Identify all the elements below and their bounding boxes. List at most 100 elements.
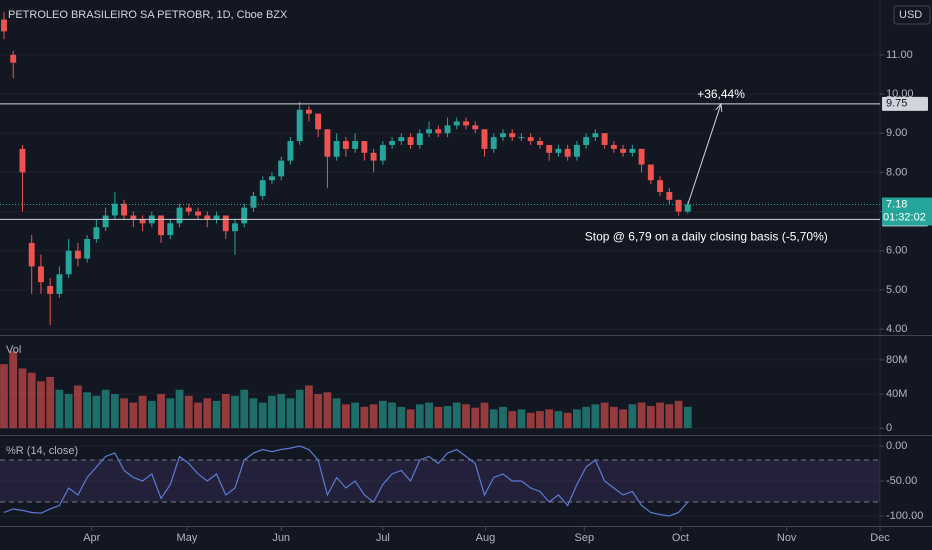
volume-bar xyxy=(665,404,674,429)
volume-bar xyxy=(619,409,627,429)
candle-body xyxy=(509,133,516,138)
candle-body xyxy=(610,144,617,149)
volume-bar xyxy=(268,395,276,429)
y-tick-label: 5.00 xyxy=(886,284,907,296)
candle-body xyxy=(342,141,349,149)
candle-body xyxy=(278,160,285,177)
candle-body xyxy=(259,180,266,196)
candle-body xyxy=(555,148,562,153)
volume-bar xyxy=(526,412,535,429)
volume-bar xyxy=(166,398,175,429)
chart-layer: 11.0010.009.008.007.006.005.004.0080M40M… xyxy=(0,5,932,544)
volume-bar xyxy=(194,402,202,429)
candle-body xyxy=(176,207,183,224)
candle-body xyxy=(379,144,386,161)
currency-box xyxy=(893,5,931,25)
candle-body xyxy=(407,137,414,145)
candle-body xyxy=(305,109,312,114)
candle-body xyxy=(10,54,17,63)
x-tick-label: Apr xyxy=(83,532,100,544)
x-tick-label: Nov xyxy=(777,532,797,544)
candle-body xyxy=(398,137,405,142)
volume-bar xyxy=(18,368,27,429)
indicator-band xyxy=(0,459,880,502)
x-tick-label: Aug xyxy=(476,532,496,544)
candle-body xyxy=(463,121,469,126)
volume-bar xyxy=(221,394,230,429)
candle-body xyxy=(620,148,627,153)
y-tick-label: 9.00 xyxy=(886,127,907,139)
volume-bar xyxy=(508,411,517,429)
countdown-label: 01:32:02 xyxy=(883,211,926,223)
candle-body xyxy=(37,266,44,283)
volume-bar xyxy=(120,398,128,429)
candle-body xyxy=(74,250,81,259)
candle-body xyxy=(629,148,636,153)
x-tick-label: Dec xyxy=(870,532,890,544)
candle-body xyxy=(416,133,423,145)
volume-bar xyxy=(563,412,572,429)
volume-bar xyxy=(240,389,249,429)
volume-bar xyxy=(545,409,554,429)
volume-bar xyxy=(249,398,258,429)
volume-bar xyxy=(646,405,655,429)
y-tick-label: 6.00 xyxy=(886,245,907,257)
volume-bar xyxy=(27,372,36,429)
volume-bar xyxy=(600,402,609,429)
candle-body xyxy=(333,141,340,157)
candle-body xyxy=(601,133,608,145)
volume-bar xyxy=(175,389,184,429)
volume-bar xyxy=(129,402,138,429)
volume-bar xyxy=(231,395,239,429)
volume-bar xyxy=(443,405,452,429)
volume-bar xyxy=(434,406,443,429)
y-tick-label: 0 xyxy=(886,422,892,434)
candle-body xyxy=(500,133,506,138)
y-tick-label: -100.00 xyxy=(886,510,923,522)
volume-bar xyxy=(157,394,165,429)
volume-bar xyxy=(462,404,470,429)
x-tick-label: Jul xyxy=(376,532,390,544)
candle-body xyxy=(638,148,645,165)
volume-bar xyxy=(74,385,82,429)
volume-bar xyxy=(582,406,591,429)
candle-body xyxy=(250,195,257,208)
volume-bar xyxy=(452,402,461,429)
volume-bar xyxy=(397,406,406,429)
candle-body xyxy=(490,137,497,149)
volume-bar xyxy=(258,402,267,429)
volume-bar xyxy=(674,400,683,429)
volume-bar xyxy=(147,400,156,429)
candle-body xyxy=(583,137,590,145)
volume-bar xyxy=(480,402,489,429)
volume-bar xyxy=(295,389,304,429)
candle-body xyxy=(453,121,460,126)
candle-body xyxy=(675,199,682,212)
candle-body xyxy=(195,211,201,216)
x-tick-label: Oct xyxy=(672,532,689,544)
volume-bar xyxy=(591,404,600,429)
volume-bar xyxy=(360,406,369,429)
candle-body xyxy=(647,164,654,181)
volume-bar xyxy=(37,381,45,429)
target-arrow-head xyxy=(715,102,723,112)
candle-body xyxy=(111,203,118,216)
volume-bar xyxy=(138,395,147,429)
level-label: 9.75 xyxy=(886,98,907,110)
candle-body xyxy=(185,207,192,212)
candle-body xyxy=(564,148,571,157)
level-label-box xyxy=(882,96,928,111)
volume-bar xyxy=(378,400,387,429)
last-price-box xyxy=(882,197,932,226)
volume-bar xyxy=(656,402,664,429)
volume-bar xyxy=(314,394,323,429)
stop-label: Stop @ 6,79 on a daily closing basis (-5… xyxy=(585,230,828,244)
x-tick-label: Jun xyxy=(272,532,290,544)
volume-bar xyxy=(101,389,110,429)
candle-body xyxy=(527,137,534,142)
target-arrow xyxy=(687,103,722,205)
y-tick-label: 0.00 xyxy=(886,440,907,452)
candle-body xyxy=(426,129,433,134)
